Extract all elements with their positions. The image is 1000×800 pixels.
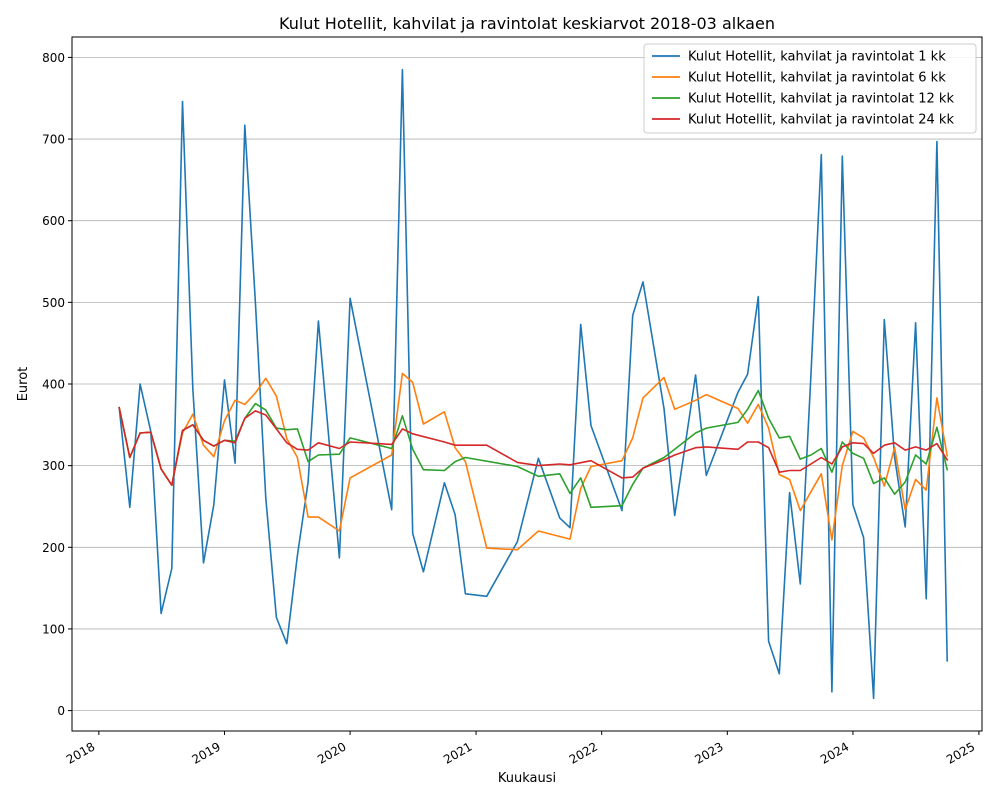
x-axis: 2018 2019 2020 2021 2022 2023 2024 2025: [64, 731, 980, 767]
y-tick-label: 0: [57, 704, 65, 718]
y-tick-label: 600: [42, 214, 65, 228]
legend-box: [643, 43, 977, 134]
x-tick-label: 2019: [190, 739, 223, 766]
x-axis-label: Kuukausi: [498, 771, 556, 786]
series-line-2: [118, 372, 949, 551]
y-axis-label: Eurot: [16, 367, 31, 402]
y-tick-label: 700: [42, 133, 65, 147]
y-axis: 0 100 200 300 400 500 600 700 800: [42, 51, 72, 718]
x-tick-label: 2022: [567, 739, 600, 766]
x-tick-label: 2024: [818, 739, 851, 766]
x-tick-label: 2020: [315, 739, 348, 766]
y-tick-label: 400: [42, 378, 65, 392]
series-line-4: [118, 406, 949, 487]
legend-label-3: Kulut Hotellit, kahvilat ja ravintolat 1…: [688, 92, 954, 107]
y-tick-label: 500: [42, 296, 65, 310]
legend: Kulut Hotellit, kahvilat ja ravintolat 1…: [643, 43, 977, 134]
x-tick-label: 2018: [64, 739, 97, 766]
legend-label-4: Kulut Hotellit, kahvilat ja ravintolat 2…: [688, 113, 954, 128]
y-tick-label: 200: [42, 541, 65, 555]
plot-frame: [71, 36, 983, 732]
y-tick-label: 300: [42, 459, 65, 473]
x-tick-label: 2021: [441, 739, 474, 766]
gridlines: [72, 57, 982, 711]
y-tick-label: 800: [42, 51, 65, 65]
y-tick-label: 100: [42, 622, 65, 636]
chart-title: Kulut Hotellit, kahvilat ja ravintolat k…: [279, 14, 775, 33]
x-tick-label: 2023: [692, 739, 725, 766]
legend-label-2: Kulut Hotellit, kahvilat ja ravintolat 6…: [688, 71, 946, 86]
x-tick-label: 2025: [944, 739, 977, 766]
legend-label-1: Kulut Hotellit, kahvilat ja ravintolat 1…: [688, 50, 946, 65]
series-line-3: [118, 389, 949, 509]
series-group: [118, 68, 949, 700]
